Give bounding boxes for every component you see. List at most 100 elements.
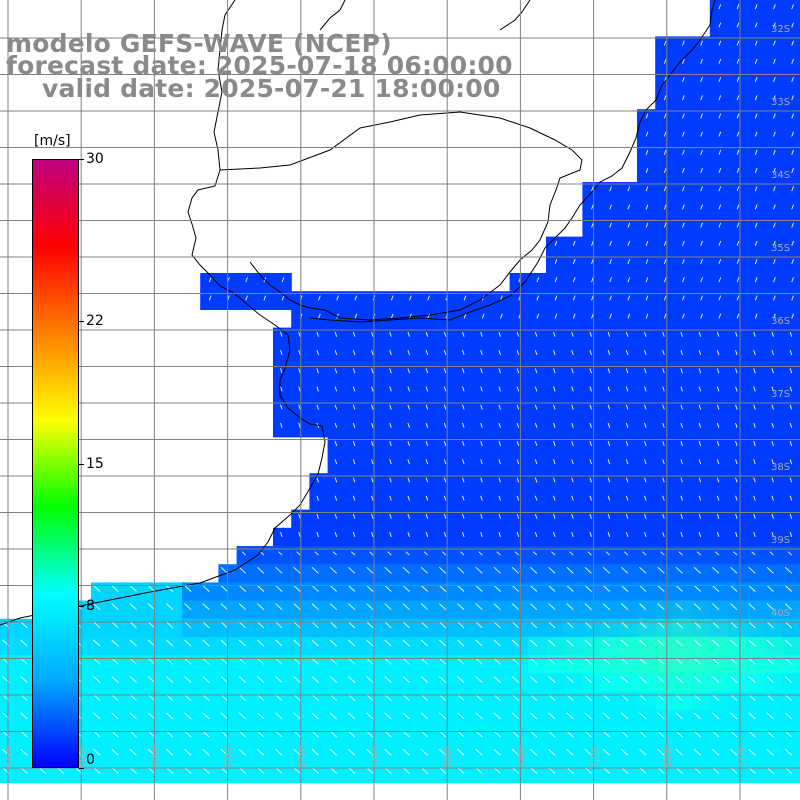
wind-cell	[728, 36, 747, 56]
wind-arrow	[443, 532, 447, 538]
wind-cell	[527, 527, 547, 547]
wind-cell	[400, 455, 420, 474]
wind-arrow	[589, 368, 592, 374]
wind-arrow	[607, 459, 611, 465]
wind-arrow	[402, 585, 410, 592]
wind-arrow	[129, 603, 137, 611]
wind-arrow	[680, 368, 683, 374]
wind-arrow	[256, 621, 265, 629]
wind-arrow	[529, 603, 538, 611]
wind-cell	[637, 491, 656, 511]
wind-arrow	[591, 313, 594, 319]
wind-arrow	[281, 277, 285, 283]
wind-arrow	[754, 95, 758, 101]
wind-cell	[782, 491, 800, 511]
wind-cell	[728, 236, 747, 256]
wind-cell	[709, 36, 729, 56]
wind-arrow	[511, 603, 520, 611]
wind-cell	[782, 509, 800, 529]
wind-arrow	[462, 331, 465, 337]
wind-arrow	[736, 222, 740, 228]
wind-arrow	[663, 259, 667, 265]
wind-arrow	[493, 585, 501, 592]
wind-arrow	[718, 4, 722, 10]
wind-arrow	[334, 386, 338, 392]
wind-arrow	[771, 459, 774, 465]
wind-arrow	[645, 131, 649, 137]
wind-arrow	[620, 712, 629, 720]
wind-cell	[400, 382, 420, 401]
latitude-label: 32S	[771, 24, 790, 35]
wind-arrow	[475, 730, 483, 738]
wind-cell	[564, 546, 583, 565]
wind-arrow	[607, 495, 611, 501]
wind-arrow	[366, 748, 374, 756]
wind-arrow	[791, 22, 794, 28]
wind-cell	[746, 54, 765, 74]
wind-arrow	[511, 566, 520, 574]
wind-arrow	[93, 603, 101, 611]
wind-arrow	[753, 459, 756, 465]
wind-arrow	[748, 566, 756, 574]
wind-arrow	[791, 77, 794, 83]
wind-arrow	[443, 368, 447, 374]
wind-arrow	[766, 566, 774, 574]
wind-arrow	[609, 259, 612, 265]
wind-cell	[491, 382, 511, 401]
wind-arrow	[238, 748, 247, 756]
wind-arrow	[443, 459, 447, 465]
wind-arrow	[534, 513, 538, 519]
wind-arrow	[682, 168, 685, 174]
wind-cell	[691, 491, 711, 511]
wind-arrow	[680, 441, 683, 447]
wind-arrow	[591, 277, 594, 283]
wind-arrow	[748, 657, 756, 665]
wind-arrow	[280, 532, 283, 538]
wind-arrow	[789, 513, 793, 519]
wind-arrow	[354, 313, 358, 319]
wind-arrow	[352, 513, 356, 519]
wind-cell	[673, 436, 693, 456]
wind-cell	[728, 546, 747, 565]
wind-arrow	[662, 513, 665, 519]
wind-arrow	[730, 639, 738, 647]
wind-cell	[527, 473, 547, 492]
wind-arrow	[457, 694, 465, 702]
wind-arrow	[462, 386, 465, 392]
wind-cell	[564, 254, 583, 274]
wind-arrow	[663, 277, 667, 283]
wind-cell	[746, 436, 765, 456]
wind-arrow	[773, 131, 776, 137]
wind-cell	[709, 0, 729, 19]
wind-cell	[728, 400, 747, 420]
wind-arrow	[147, 603, 156, 611]
wind-arrow	[566, 694, 574, 702]
wind-arrow	[298, 532, 301, 538]
wind-arrow	[165, 621, 174, 629]
wind-cell	[691, 54, 711, 74]
longitude-label: 51W	[736, 745, 747, 768]
wind-arrow	[93, 639, 101, 647]
wind-cell	[618, 509, 638, 529]
wind-arrow	[425, 513, 429, 519]
wind-cell	[345, 345, 365, 365]
wind-arrow	[662, 459, 665, 465]
wind-cell	[728, 491, 747, 511]
wind-cell	[746, 309, 765, 329]
wind-arrow	[675, 585, 683, 592]
wind-cell	[400, 509, 420, 529]
wind-arrow	[516, 459, 520, 465]
wind-arrow	[111, 730, 119, 738]
wind-arrow	[700, 168, 703, 174]
wind-arrow	[202, 748, 210, 756]
wind-cell	[673, 546, 693, 565]
wind-arrow	[347, 748, 356, 756]
wind-arrow	[275, 621, 283, 629]
wind-arrow	[438, 639, 447, 647]
wind-cell	[691, 291, 711, 310]
wind-cell	[637, 509, 656, 529]
wind-cell	[746, 127, 765, 147]
wind-arrow	[352, 422, 356, 428]
wind-cell	[673, 36, 693, 56]
